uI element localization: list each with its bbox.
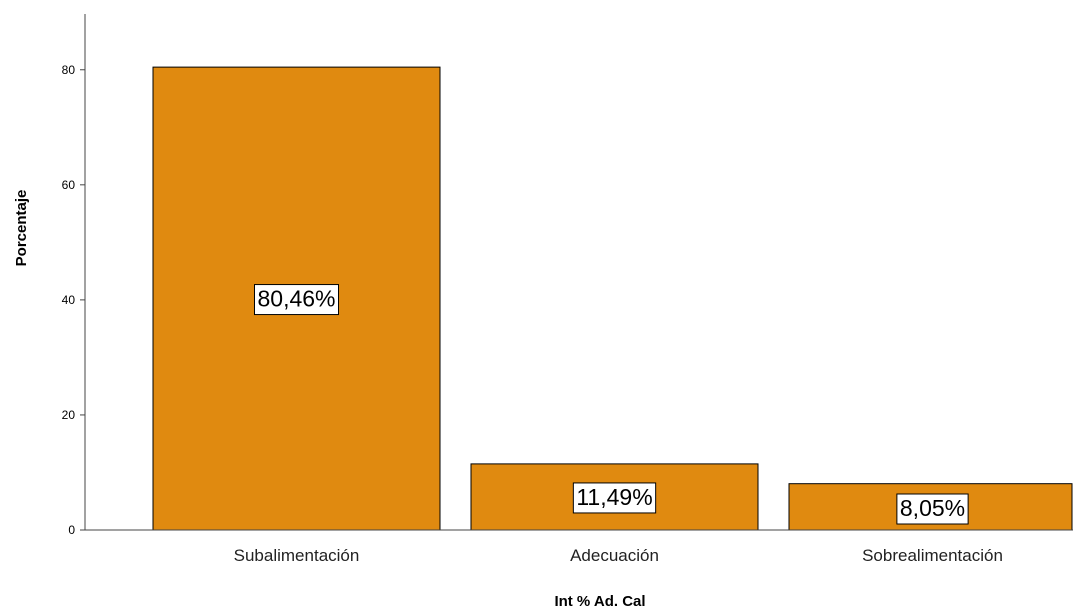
y-tick-label: 40 bbox=[62, 293, 76, 307]
y-tick-label: 0 bbox=[68, 523, 75, 537]
y-tick-label: 20 bbox=[62, 408, 76, 422]
data-label-text: 80,46% bbox=[257, 286, 335, 312]
x-category-label: Sobrealimentación bbox=[862, 546, 1003, 565]
x-axis-title: Int % Ad. Cal bbox=[554, 593, 645, 610]
data-label-box bbox=[572, 482, 657, 514]
y-tick-label: 80 bbox=[62, 63, 76, 77]
data-label-text: 8,05% bbox=[900, 495, 965, 521]
y-tick-label: 60 bbox=[62, 178, 76, 192]
data-label-text: 11,49% bbox=[576, 484, 652, 510]
data-label-box bbox=[253, 284, 340, 316]
x-category-label: Adecuación bbox=[570, 546, 659, 565]
data-label: 8,05% bbox=[896, 493, 969, 525]
x-category-label: Subalimentación bbox=[234, 546, 360, 565]
data-label: 11,49% bbox=[572, 482, 657, 514]
data-label: 80,46% bbox=[253, 284, 340, 316]
y-axis-title: Porcentaje bbox=[13, 190, 30, 267]
data-label-box bbox=[896, 493, 969, 525]
